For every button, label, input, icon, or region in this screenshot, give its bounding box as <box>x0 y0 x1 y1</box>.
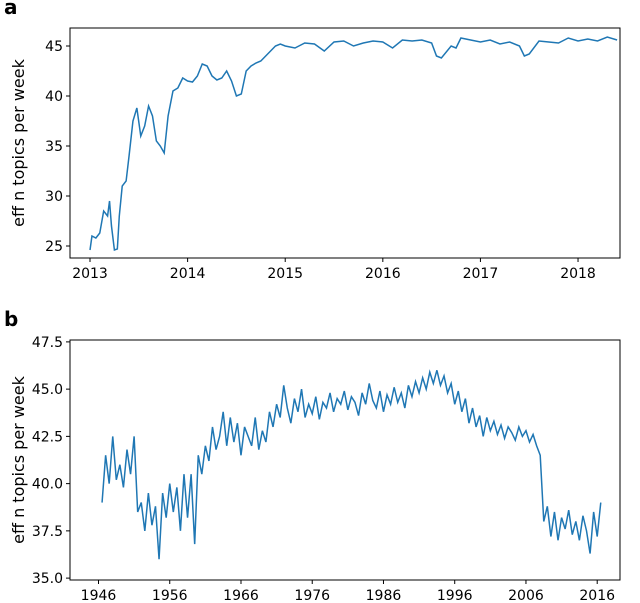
x-tick-label: 2006 <box>508 588 544 603</box>
panel-label: a <box>4 0 18 19</box>
y-tick-label: 25 <box>45 239 63 255</box>
x-tick-label: 1976 <box>294 588 330 603</box>
y-tick-label: 47.5 <box>32 335 63 351</box>
x-tick-label: 2014 <box>170 266 206 282</box>
x-tick-label: 2016 <box>365 266 401 282</box>
plot-frame <box>69 339 621 581</box>
y-tick-label: 35 <box>45 139 63 155</box>
x-tick-label: 1996 <box>437 588 473 603</box>
y-axis-label: eff n topics per week <box>9 375 28 544</box>
y-tick-label: 40 <box>45 89 63 105</box>
x-tick-label: 2018 <box>560 266 596 282</box>
y-tick-label: 40.0 <box>32 477 63 493</box>
y-tick-label: 45 <box>45 39 63 55</box>
x-tick-label: 2013 <box>72 266 108 282</box>
x-tick-label: 2017 <box>463 266 499 282</box>
x-tick-label: 1946 <box>81 588 117 603</box>
y-axis-label: eff n topics per week <box>9 58 28 227</box>
x-tick-label: 2015 <box>267 266 303 282</box>
data-line <box>101 369 602 560</box>
y-tick-label: 30 <box>45 189 63 205</box>
x-tick-label: 1986 <box>366 588 402 603</box>
x-tick-label: 2016 <box>579 588 615 603</box>
x-tick-label: 1966 <box>223 588 259 603</box>
x-tick-label: 1956 <box>152 588 188 603</box>
y-tick-label: 35.0 <box>32 571 63 587</box>
y-tick-label: 37.5 <box>32 524 63 540</box>
y-tick-label: 45.0 <box>32 382 63 398</box>
y-tick-label: 42.5 <box>32 429 63 445</box>
panel-label: b <box>4 307 18 331</box>
plot-frame <box>69 27 621 259</box>
data-line <box>89 36 618 252</box>
